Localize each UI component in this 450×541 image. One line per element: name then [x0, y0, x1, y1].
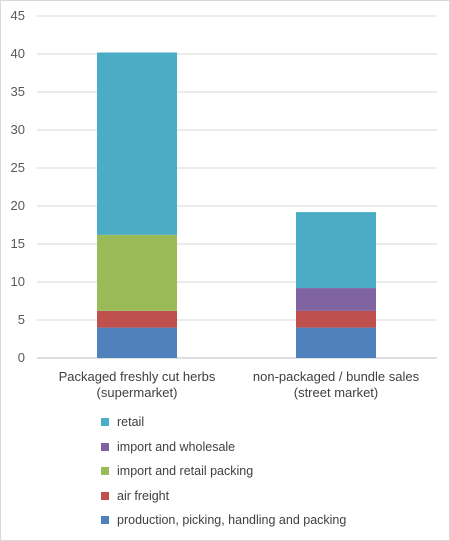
legend-label: import and retail packing	[117, 464, 254, 478]
bar-segment	[296, 310, 376, 328]
y-tick-label: 10	[11, 274, 25, 289]
y-axis-tick-labels: 0 5 10 15 20 25 30 35 40 45	[11, 8, 25, 365]
legend-item: import and wholesale	[101, 439, 235, 455]
x-axis-category-labels: Packaged freshly cut herbs(supermarket) n…	[59, 369, 420, 400]
legend-swatch	[101, 467, 109, 475]
y-tick-label: 0	[18, 350, 25, 365]
bar-segment	[97, 52, 177, 235]
bar-segment	[296, 327, 376, 358]
y-tick-label: 15	[11, 236, 25, 251]
legend-swatch	[101, 418, 109, 426]
y-tick-label: 35	[11, 84, 25, 99]
legend-label: production, picking, handling and packin…	[117, 513, 347, 527]
bar-segment	[97, 234, 177, 311]
bar-segment	[97, 327, 177, 358]
y-tick-label: 25	[11, 160, 25, 175]
legend-swatch	[101, 491, 109, 500]
legend-swatch	[101, 442, 109, 451]
y-tick-label: 20	[11, 198, 25, 213]
bar-segment	[296, 288, 376, 311]
y-tick-label: 45	[11, 8, 25, 23]
x-category-label: (supermarket)	[97, 385, 178, 400]
legend-label: import and wholesale	[117, 439, 236, 454]
bars	[97, 52, 376, 358]
x-category-label: (street market)	[294, 385, 379, 400]
bar-segment	[296, 212, 376, 289]
x-category-label: Packaged freshly cut herbs	[59, 369, 216, 384]
legend-label: air freight	[117, 488, 170, 503]
legend-item: production, picking, handling and packin…	[101, 512, 346, 528]
legend-item: retail	[101, 414, 144, 430]
x-category-label: non-packaged / bundle sales	[253, 369, 420, 384]
y-tick-label: 5	[18, 312, 25, 327]
bar-segment	[97, 310, 177, 328]
y-tick-label: 40	[11, 46, 25, 61]
legend-swatch	[101, 516, 109, 524]
y-tick-label: 30	[11, 122, 25, 137]
stacked-bar-chart: 0 5 10 15 20 25 30 35 40 45 Packaged freshly cut …	[11, 8, 437, 400]
legend-item: air freight	[101, 488, 169, 504]
legend-item: import and retail packing	[101, 463, 253, 479]
legend-label: retail	[117, 415, 145, 429]
